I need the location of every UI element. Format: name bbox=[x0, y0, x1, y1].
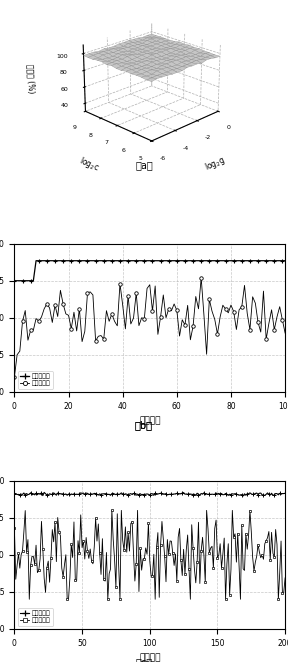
最佳适应度 bbox=[283, 257, 287, 265]
平均适应度 bbox=[205, 350, 208, 358]
X-axis label: 进化代数: 进化代数 bbox=[139, 416, 160, 425]
最佳适应度 bbox=[241, 492, 245, 500]
Text: （b）: （b） bbox=[135, 420, 153, 430]
平均适应度 bbox=[283, 574, 287, 582]
最佳适应度 bbox=[42, 489, 46, 496]
平均适应度 bbox=[175, 307, 179, 314]
最佳适应度 bbox=[283, 489, 287, 497]
平均适应度 bbox=[110, 506, 113, 514]
平均适应度 bbox=[32, 326, 35, 334]
最佳适应度 bbox=[140, 257, 143, 265]
X-axis label: log$_2$g: log$_2$g bbox=[202, 154, 227, 175]
最佳适应度 bbox=[160, 490, 164, 498]
最佳适应度 bbox=[83, 257, 86, 265]
平均适应度 bbox=[14, 575, 18, 583]
Legend: 最佳适应度, 平均适应度: 最佳适应度, 平均适应度 bbox=[18, 608, 53, 626]
Text: （b）: （b） bbox=[135, 420, 153, 430]
Line: 平均适应度: 平均适应度 bbox=[14, 278, 285, 377]
平均适应度 bbox=[137, 322, 141, 330]
Line: 最佳适应度: 最佳适应度 bbox=[14, 493, 285, 496]
最佳适应度 bbox=[113, 490, 116, 498]
平均适应度 bbox=[200, 274, 203, 282]
最佳适应度 bbox=[34, 257, 38, 265]
Text: （a）: （a） bbox=[135, 160, 153, 170]
平均适应度 bbox=[13, 524, 16, 532]
平均适应度 bbox=[218, 313, 222, 321]
最佳适应度 bbox=[178, 257, 181, 265]
平均适应度 bbox=[283, 329, 287, 337]
Line: 平均适应度: 平均适应度 bbox=[14, 510, 285, 599]
平均适应度 bbox=[114, 583, 118, 591]
平均适应度 bbox=[263, 540, 267, 547]
平均适应度 bbox=[80, 338, 84, 346]
最佳适应度 bbox=[218, 257, 222, 265]
最佳适应度 bbox=[32, 277, 35, 285]
平均适应度 bbox=[13, 373, 16, 381]
最佳适应度 bbox=[13, 277, 16, 285]
平均适应度 bbox=[129, 520, 132, 528]
Line: 最佳适应度: 最佳适应度 bbox=[14, 261, 285, 281]
Y-axis label: log$_2$c: log$_2$c bbox=[77, 154, 101, 174]
最佳适应度 bbox=[37, 489, 41, 497]
平均适应度 bbox=[38, 555, 42, 563]
最佳适应度 bbox=[14, 489, 18, 497]
Text: （c）: （c） bbox=[135, 657, 153, 662]
平均适应度 bbox=[162, 535, 165, 543]
X-axis label: 进化代数: 进化代数 bbox=[139, 653, 160, 662]
最佳适应度 bbox=[128, 490, 131, 498]
最佳适应度 bbox=[205, 257, 208, 265]
最佳适应度 bbox=[263, 491, 267, 499]
Legend: 最佳适应度, 平均适应度: 最佳适应度, 平均适应度 bbox=[18, 371, 53, 389]
最佳适应度 bbox=[13, 490, 16, 498]
平均适应度 bbox=[28, 595, 31, 603]
